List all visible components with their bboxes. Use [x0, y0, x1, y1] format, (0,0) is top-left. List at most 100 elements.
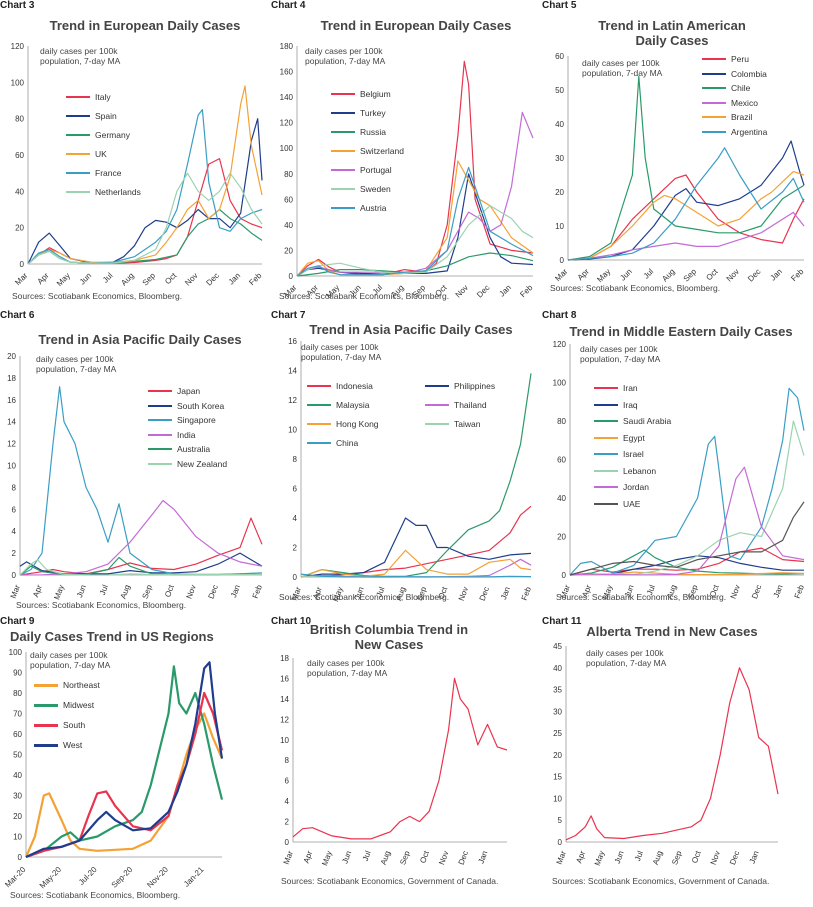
legend-swatch: [425, 384, 449, 387]
y-tick-label: 100: [553, 379, 567, 388]
chart-title: British Columbia Trend in New Cases: [309, 622, 469, 652]
legend-item: South: [34, 715, 100, 735]
y-tick-label: 45: [553, 642, 562, 651]
chart-panel-4: Chart 4 Trend in European Daily Cases da…: [271, 0, 539, 302]
legend-swatch: [148, 419, 172, 422]
series-line-japan: [19, 517, 263, 576]
chart-panel-8: Chart 8 Trend in Middle Eastern Daily Ca…: [542, 310, 810, 612]
x-tick-label: Nov: [725, 267, 741, 283]
x-tick-label: May: [595, 267, 612, 284]
y-tick-label: 14: [280, 695, 289, 704]
x-tick-label: Nov: [709, 850, 722, 866]
legend-item: Portugal: [331, 160, 404, 179]
x-tick-label: Oct: [418, 849, 431, 865]
legend-item: Spain: [66, 106, 141, 125]
legend-swatch: [702, 87, 726, 90]
legend-item: Brazil: [702, 110, 767, 125]
y-tick-label: 14: [288, 367, 297, 376]
legend-label: Mexico: [731, 97, 758, 108]
y-tick-label: 60: [557, 456, 566, 465]
x-tick-label: Dec: [746, 267, 762, 283]
y-tick-label: 16: [280, 674, 289, 683]
series-line-hong-kong: [300, 549, 532, 578]
chart-title: Trend in Latin American Daily Cases: [598, 18, 746, 48]
series-line-israel: [569, 387, 805, 576]
legend-label: Colombia: [731, 68, 767, 79]
legend-label: Netherlands: [95, 186, 141, 197]
series-line-colombia: [567, 140, 805, 261]
legend-swatch: [594, 469, 618, 472]
legend-item: UK: [66, 144, 141, 163]
x-tick-label: Jan: [229, 584, 242, 599]
legend-item: Malaysia: [307, 395, 425, 414]
series-line-netherlands: [27, 172, 263, 265]
x-tick-label: Jan: [748, 850, 761, 865]
legend-label: Sweden: [360, 183, 391, 194]
legend-swatch: [594, 403, 618, 406]
x-tick-label: Jul: [101, 271, 115, 285]
series-line-new-zealand: [19, 559, 262, 576]
x-tick-label: Feb: [247, 271, 264, 288]
legend-item: Germany: [66, 125, 141, 144]
legend-item: Saudi Arabia: [594, 413, 671, 430]
y-tick-label: 140: [280, 93, 294, 102]
legend-swatch: [307, 441, 331, 444]
legend-swatch: [148, 404, 172, 407]
y-tick-label: 120: [11, 42, 25, 51]
y-tick-label: 20: [13, 812, 22, 821]
legend-label: Iran: [623, 383, 638, 394]
x-tick-label: Oct: [163, 583, 176, 599]
chart-number: Chart 10: [271, 616, 312, 627]
y-tick-label: 0: [20, 260, 25, 269]
y-tick-label: 35: [553, 686, 562, 695]
chart-subtitle: daily cases per 100k population, 7-day M…: [307, 658, 388, 678]
y-tick-label: 40: [15, 187, 24, 196]
legend-swatch: [307, 422, 331, 425]
y-tick-label: 10: [555, 222, 564, 231]
x-tick-label: Dec: [204, 271, 220, 287]
legend-swatch: [331, 187, 355, 190]
x-tick-label: Sep-20: [110, 865, 135, 890]
y-tick-label: 40: [557, 494, 566, 503]
y-tick-label: 6: [285, 777, 290, 786]
series-line-italy: [27, 158, 263, 265]
y-tick-label: 60: [13, 730, 22, 739]
legend-swatch: [66, 171, 90, 174]
chart-title: Alberta Trend in New Cases: [586, 624, 758, 639]
chart-source: Sources: Scotiabank Economics, Bloomberg…: [556, 592, 727, 602]
y-tick-label: 4: [12, 527, 17, 536]
y-tick-label: 18: [280, 654, 289, 663]
x-tick-label: Feb: [251, 583, 264, 600]
legend-label: West: [63, 740, 83, 750]
x-tick-label: Apr: [580, 583, 593, 598]
legend-item: Austria: [331, 198, 404, 217]
legend-swatch: [66, 190, 90, 193]
legend-swatch: [702, 130, 726, 133]
y-tick-label: 5: [558, 816, 563, 825]
x-tick-label: Nov: [437, 850, 450, 866]
x-tick-label: Jun: [618, 267, 633, 282]
legend-item: West: [34, 735, 100, 755]
x-tick-label: Jul: [98, 583, 110, 596]
legend-label: Spain: [95, 110, 117, 121]
y-tick-label: 20: [557, 533, 566, 542]
x-tick-label: May: [320, 850, 334, 867]
x-tick-label: Mar: [282, 849, 295, 865]
x-tick-label: Nov: [183, 271, 199, 287]
y-tick-label: 20: [15, 224, 24, 233]
legend-swatch: [66, 95, 90, 98]
legend-item: Peru: [702, 52, 767, 67]
legend-label: Indonesia: [336, 380, 373, 391]
legend-label: Chile: [731, 83, 751, 94]
chart-plot: 0 2 4 6 8 10 12 14 16 18 Mar Apr May Jun Jul Aug Sep Oct N…: [280, 654, 508, 867]
legend-swatch: [34, 743, 58, 747]
x-tick-label: Aug: [119, 271, 135, 287]
x-tick-label: Jun: [78, 271, 93, 286]
chart-panel-7: Chart 7 Trend in Asia Pacific Daily Case…: [271, 310, 539, 612]
series-line-sweden: [296, 205, 534, 277]
x-tick-label: Apr: [311, 585, 324, 600]
legend-swatch: [594, 502, 618, 505]
y-tick-label: 8: [285, 756, 290, 765]
